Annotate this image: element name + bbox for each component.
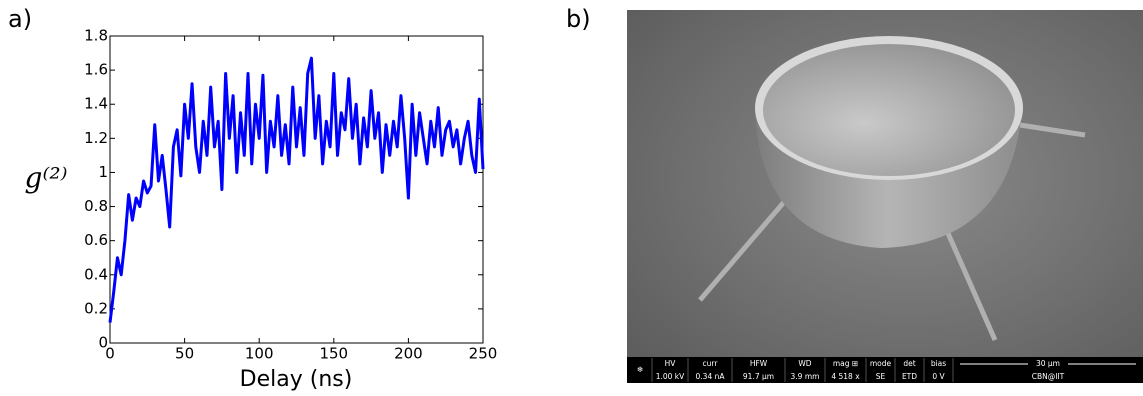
info-label: HFW xyxy=(750,359,768,368)
info-label: curr xyxy=(703,359,719,368)
institution: CBN@IIT xyxy=(1032,372,1065,381)
info-label: bias xyxy=(931,359,946,368)
panel-label: a) xyxy=(8,5,32,33)
y-tick-label: 0 xyxy=(98,334,108,352)
info-value: 0 V xyxy=(932,372,945,381)
y-axis-label: g⁽²⁾ xyxy=(25,162,68,195)
y-tick-label: 1.8 xyxy=(84,27,108,45)
cup-inner xyxy=(763,44,1015,176)
line-chart: Delay (ns) g⁽²⁾ 0 0.2 0.4 0.6 0.8 1 1.2 1.4 1.6 1… xyxy=(25,27,498,393)
x-tick-label: 250 xyxy=(469,345,498,363)
y-tick-label: 1.4 xyxy=(84,95,108,113)
y-tick-label: 0.2 xyxy=(84,299,108,317)
panel-label: b) xyxy=(566,5,591,33)
info-label: WD xyxy=(798,359,811,368)
y-tick-label: 0.8 xyxy=(84,197,108,215)
data-line xyxy=(108,56,485,323)
x-tick-label: 50 xyxy=(175,345,194,363)
info-value: SE xyxy=(876,372,886,381)
x-tick-label: 100 xyxy=(245,345,274,363)
y-tick-label: 0.4 xyxy=(84,265,108,283)
info-label: det xyxy=(903,359,915,368)
sem-image: HV 1.00 kV curr 0.34 nA HFW 91.7 µm WD 3.9 mm ma… xyxy=(627,10,1143,383)
x-axis-label: Delay (ns) xyxy=(240,367,353,392)
x-tick-label: 200 xyxy=(394,345,423,363)
scale-label: 30 µm xyxy=(1036,359,1060,368)
y-tick-label: 1.6 xyxy=(84,61,108,79)
logo: ❄ xyxy=(637,365,643,374)
support-legs xyxy=(698,122,1086,342)
y-tick-label: 0.6 xyxy=(84,231,108,249)
scale-label-bg xyxy=(1028,359,1068,369)
y-tick-label: 1.2 xyxy=(84,129,108,147)
x-tick-label: 0 xyxy=(105,345,115,363)
info-value: 1.00 kV xyxy=(656,372,685,381)
plot-frame xyxy=(109,35,484,344)
info-value: 3.9 mm xyxy=(791,372,820,381)
info-value: 0.34 nA xyxy=(696,372,726,381)
info-value: 91.7 µm xyxy=(743,372,774,381)
info-value: ETD xyxy=(902,372,917,381)
y-tick-label: 1 xyxy=(98,163,108,181)
info-label: mode xyxy=(870,359,892,368)
info-label: mag ⊞ xyxy=(833,359,858,368)
info-label: HV xyxy=(665,359,677,368)
x-tick-label: 150 xyxy=(319,345,348,363)
info-value: 4 518 x xyxy=(831,372,860,381)
